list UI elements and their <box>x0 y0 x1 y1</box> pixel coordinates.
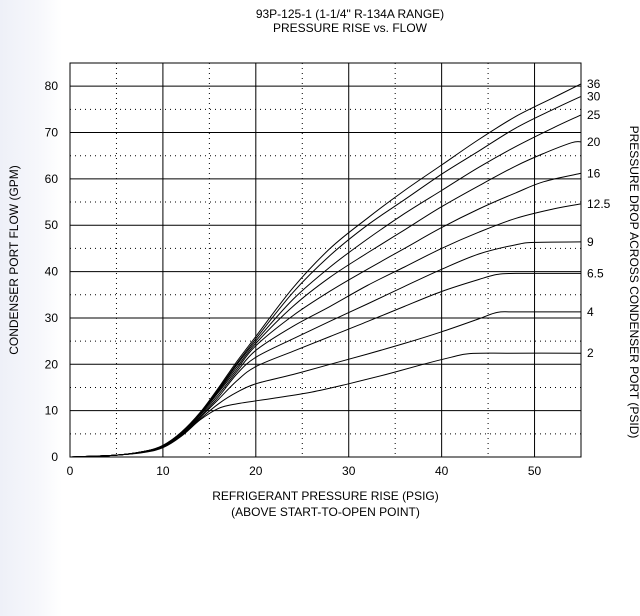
y-axis-label: CONDENSER PORT FLOW (GPM) <box>7 165 21 355</box>
x-axis-label: REFRIGERANT PRESSURE RISE (PSIG) <box>212 489 438 503</box>
series-label-12.5: 12.5 <box>587 197 611 211</box>
series-label-16: 16 <box>587 166 601 180</box>
series-label-36: 36 <box>587 77 601 91</box>
series-curve-12.5 <box>69 203 582 458</box>
y-tick-label: 20 <box>45 357 59 371</box>
series-curve-2 <box>69 352 582 458</box>
series-curve-25 <box>69 114 582 458</box>
x-tick-label: 40 <box>435 464 449 478</box>
y-tick-label: 10 <box>45 404 59 418</box>
chart-subtitle: PRESSURE RISE vs. FLOW <box>272 21 428 35</box>
left-sidebar-gradient <box>0 0 62 616</box>
right-axis-label: PRESSURE DROP ACROSS CONDENSER PORT (PSI… <box>627 126 640 439</box>
series-curve-36 <box>69 83 582 458</box>
chart-title-block: 93P-125-1 (1-1/4" R-134A RANGE) PRESSURE… <box>70 7 630 35</box>
series-label-6.5: 6.5 <box>587 266 604 280</box>
chart-title: 93P-125-1 (1-1/4" R-134A RANGE) <box>255 7 445 21</box>
y-tick-label: 30 <box>45 311 59 325</box>
series-curve-16 <box>69 172 582 458</box>
series-label-2: 2 <box>587 346 594 360</box>
x-tick-label: 50 <box>528 464 542 478</box>
series-label-30: 30 <box>587 89 601 103</box>
x-tick-label: 10 <box>156 464 170 478</box>
y-tick-label: 70 <box>45 126 59 140</box>
series-curve-30 <box>69 95 582 458</box>
y-tick-labels: 0 10 20 30 40 50 60 70 80 <box>45 79 59 464</box>
y-tick-label: 60 <box>45 172 59 186</box>
y-tick-label: 40 <box>45 265 59 279</box>
x-tick-label: 0 <box>67 464 74 478</box>
series-label-9: 9 <box>587 235 594 249</box>
x-tick-labels: 0 10 20 30 40 50 <box>67 464 542 478</box>
y-tick-label: 0 <box>51 450 58 464</box>
x-axis-label-line2: (ABOVE START-TO-OPEN POINT) <box>231 505 420 519</box>
series-label-20: 20 <box>587 135 601 149</box>
plot-frame <box>69 62 582 458</box>
x-tick-label: 30 <box>342 464 356 478</box>
x-tick-label: 20 <box>249 464 263 478</box>
y-tick-label: 80 <box>45 79 59 93</box>
series-curves <box>69 83 582 458</box>
series-label-25: 25 <box>587 108 601 122</box>
y-tick-label: 50 <box>45 218 59 232</box>
series-curve-20 <box>69 141 582 458</box>
grid-lines <box>70 63 581 457</box>
series-curve-4 <box>69 311 582 458</box>
series-label-4: 4 <box>587 305 594 319</box>
